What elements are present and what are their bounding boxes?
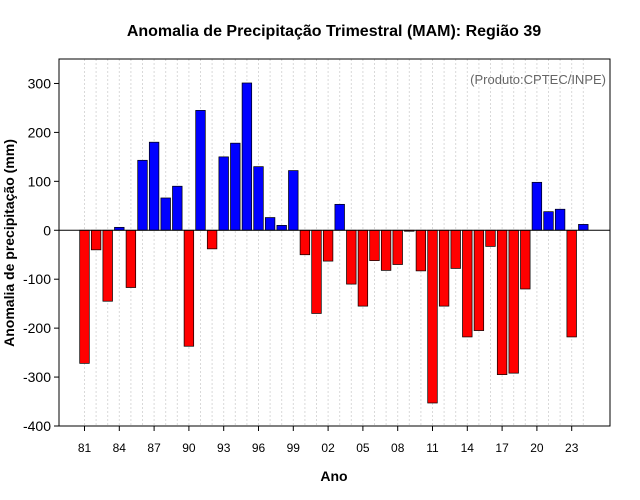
x-tick-label: 99: [287, 441, 301, 455]
bar-2018: [508, 229, 519, 374]
x-tick-label: 08: [391, 441, 405, 455]
x-axis: 81 84 87 90 93 96 99 02 05 08 11 14 17 20 23: [78, 426, 579, 455]
x-tick-label: 17: [495, 441, 509, 455]
bar-2016: [485, 229, 496, 247]
chart-title: Anomalia de Precipitação Trimestral (MAM…: [127, 23, 541, 40]
vertical-grid-lines: [84, 59, 584, 426]
bar-2010: [415, 229, 427, 272]
credit-label: (Produto:CPTEC/INPE): [470, 72, 606, 87]
bar-2017: [496, 229, 508, 375]
bar-1982: [90, 229, 102, 251]
bar-2003: [334, 203, 345, 231]
bar-1985: [125, 229, 137, 288]
x-tick-label: 93: [217, 441, 231, 455]
bar-1988: [160, 197, 171, 231]
bar-2008: [392, 229, 403, 265]
bar-2004: [346, 229, 357, 285]
bar-2020: [531, 181, 543, 231]
x-tick-label: 14: [461, 441, 475, 455]
bar-2019: [520, 229, 531, 290]
bar-1995: [241, 82, 253, 231]
bar-1992: [206, 229, 218, 250]
bar-2012: [438, 229, 450, 307]
y-tick-label: -100: [23, 271, 51, 287]
x-axis-title: Ano: [320, 468, 347, 484]
bar-2021: [543, 211, 554, 231]
bar-2000: [299, 229, 311, 256]
bar-1998: [276, 225, 287, 231]
bar-1993: [218, 156, 229, 231]
bar-2024: [578, 224, 589, 231]
x-tick-label: 96: [252, 441, 266, 455]
bar-2002: [322, 229, 334, 262]
x-tick-label: 05: [356, 441, 370, 455]
bar-2022: [554, 208, 566, 231]
x-tick-label: 87: [147, 441, 161, 455]
bar-1989: [172, 185, 183, 231]
plot-frame: [58, 58, 611, 427]
y-tick-label: -400: [23, 418, 51, 434]
y-tick-label: -300: [23, 369, 51, 385]
bar-2015: [473, 229, 485, 331]
bar-2011: [427, 229, 438, 404]
bar-2005: [357, 229, 369, 307]
bar-1997: [264, 217, 276, 231]
x-tick-label: 84: [113, 441, 127, 455]
y-tick-label: 200: [28, 124, 52, 140]
bar-1999: [288, 170, 299, 231]
bar-1987: [148, 141, 160, 231]
y-tick-label: 0: [43, 222, 51, 238]
x-tick-label: 90: [182, 441, 196, 455]
bar-1994: [230, 142, 241, 231]
y-axis: -400 -300 -200 -100 0 100 200 300: [23, 75, 59, 434]
bar-1991: [195, 110, 206, 231]
x-tick-label: 02: [321, 441, 335, 455]
y-tick-label: 300: [28, 75, 52, 91]
plot-area: [58, 58, 611, 427]
bar-2001: [311, 229, 322, 314]
bar-1990: [183, 229, 195, 347]
bar-2014: [462, 229, 473, 338]
bar-2023: [566, 229, 577, 338]
bar-1983: [102, 229, 113, 302]
bar-1996: [253, 166, 264, 231]
bar-1981: [79, 229, 90, 364]
bar-2013: [450, 229, 461, 269]
bar-1986: [137, 159, 148, 231]
y-tick-label: 100: [28, 173, 52, 189]
x-tick-label: 20: [530, 441, 544, 455]
x-tick-label: 23: [565, 441, 579, 455]
y-tick-label: -200: [23, 320, 51, 336]
x-tick-label: 81: [78, 441, 92, 455]
bar-2007: [380, 229, 392, 271]
y-axis-title: Anomalia de precipitação (mm): [1, 139, 17, 347]
bar-2006: [369, 229, 380, 261]
x-tick-label: 11: [426, 441, 439, 455]
bars: [79, 82, 589, 404]
